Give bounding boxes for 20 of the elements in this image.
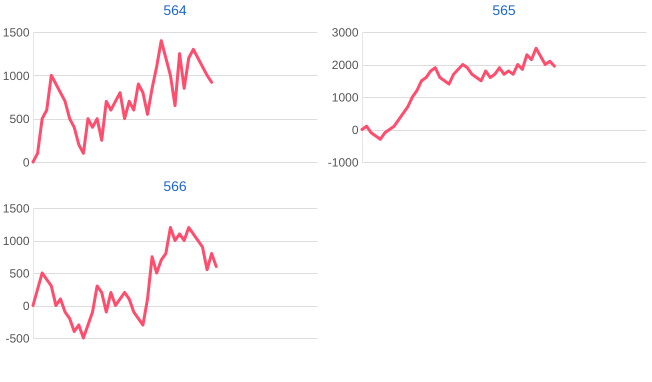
y-tick-label: 1500 <box>2 202 30 216</box>
chart-title: 564 <box>163 2 187 18</box>
y-tick-label: 0 <box>22 299 30 313</box>
y-tick-label: 1500 <box>2 26 30 40</box>
y-tick-label: 0 <box>22 156 30 170</box>
y-tick-label: -500 <box>5 332 30 346</box>
y-tick-label: 1000 <box>332 90 359 104</box>
chart-title: 565 <box>492 2 516 18</box>
y-tick-label: -1000 <box>328 156 359 170</box>
y-tick-label: 2000 <box>332 58 359 72</box>
y-tick-label: 500 <box>9 112 30 126</box>
y-tick-label: 500 <box>9 266 30 280</box>
line-series <box>360 46 556 141</box>
y-tick-label: 0 <box>352 123 359 137</box>
y-tick-label: 1000 <box>2 68 30 83</box>
chart-title: 566 <box>163 178 187 194</box>
line-series <box>32 39 214 164</box>
line-series <box>32 226 218 340</box>
y-tick-label: 1000 <box>2 234 30 248</box>
y-tick-label: 3000 <box>332 26 359 40</box>
